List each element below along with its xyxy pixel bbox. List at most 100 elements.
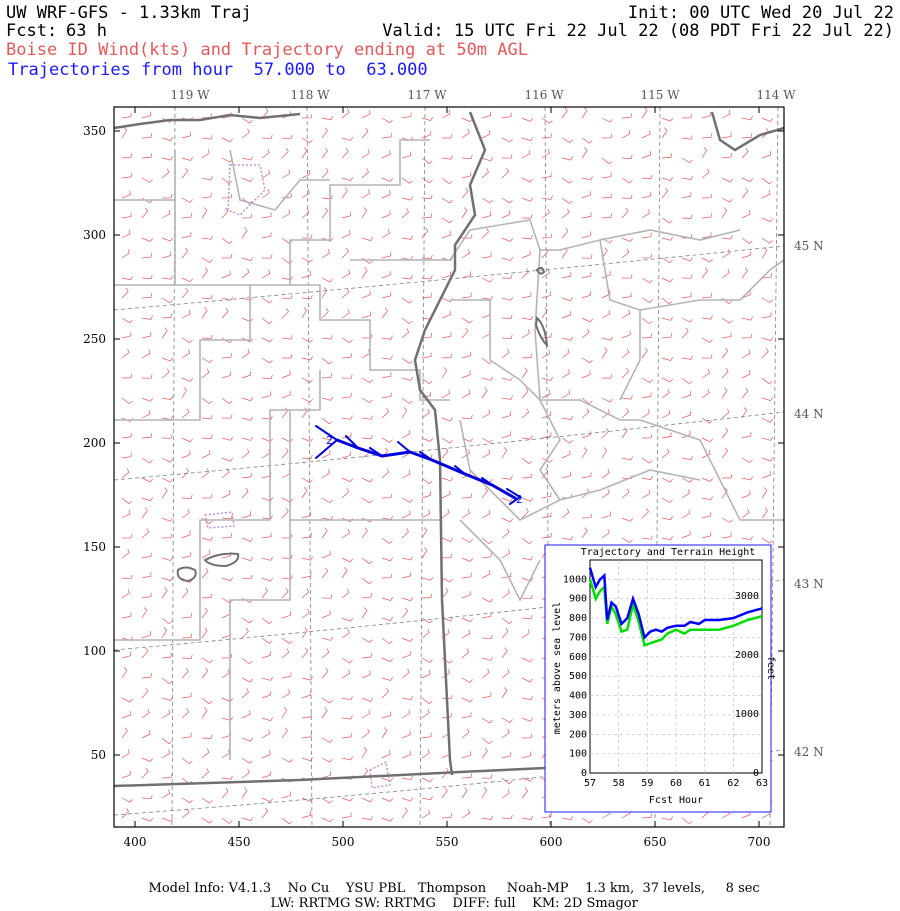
wind-barb xyxy=(541,332,552,339)
wind-barb xyxy=(741,508,750,519)
wind-barb xyxy=(421,408,430,419)
wind-barb xyxy=(421,576,434,581)
wind-barb xyxy=(481,668,490,679)
wind-barb xyxy=(481,211,492,219)
wind-barb xyxy=(701,193,713,199)
trajectory-line[interactable] xyxy=(335,438,517,500)
wind-barb xyxy=(361,290,371,299)
wind-barb xyxy=(361,593,372,599)
wind-barb xyxy=(321,195,333,200)
wind-barb xyxy=(241,268,250,279)
wind-barb xyxy=(521,329,530,339)
wind-barb xyxy=(281,611,291,619)
wind-barb xyxy=(661,816,674,821)
wind-barb xyxy=(281,169,291,179)
plot-subtitle: Boise ID Wind(kts) and Trajectory ending… xyxy=(6,40,528,60)
terrain-inset: Trajectory and Terrain Height 0 100 200 300… xyxy=(544,544,776,813)
wind-barb xyxy=(481,774,493,779)
inset-y-tick-label: 800 xyxy=(569,613,587,624)
county-border xyxy=(229,410,291,760)
wind-barb xyxy=(341,628,350,639)
wind-barb xyxy=(301,556,314,561)
wind-barb xyxy=(761,273,773,279)
state-border-north xyxy=(113,112,301,130)
wind-barb xyxy=(621,292,632,299)
wind-barb xyxy=(221,577,233,582)
wind-barb xyxy=(181,167,189,179)
wind-barb xyxy=(541,307,548,319)
wind-barb xyxy=(581,254,593,259)
model-info-physics: LW: RRTMG SW: RRTMG DIFF: full KM: 2D Sm… xyxy=(270,896,638,911)
wind-barb xyxy=(501,517,513,523)
wind-barb xyxy=(761,397,773,402)
wind-barb xyxy=(521,117,534,122)
wind-barb xyxy=(541,512,552,519)
wind-barb xyxy=(741,316,754,321)
meridian-117w xyxy=(419,106,426,828)
wind-barb xyxy=(461,572,472,579)
wind-barb xyxy=(241,371,251,379)
parallel-44n xyxy=(113,411,785,481)
wind-barb xyxy=(301,307,308,319)
wind-barb xyxy=(201,468,210,479)
wind-barb xyxy=(181,349,191,359)
wind-barb xyxy=(501,137,513,143)
wind-barb xyxy=(461,370,471,379)
forecast-label: Fcst: xyxy=(6,21,58,41)
inset-ylabel-meters: meters above sea level xyxy=(552,602,563,734)
wind-barb xyxy=(621,395,633,400)
wind-barb xyxy=(521,292,532,299)
wind-barb xyxy=(681,817,693,825)
wind-barb xyxy=(441,217,453,224)
wind-barb xyxy=(501,334,513,340)
wind-barb xyxy=(161,709,171,719)
wind-barb xyxy=(741,431,752,439)
wind-barb xyxy=(321,147,328,159)
wind-barb xyxy=(581,357,593,364)
wind-barb xyxy=(441,813,453,819)
latitude-label: 45 N xyxy=(794,239,824,253)
wind-barb xyxy=(521,367,528,379)
wind-barb xyxy=(381,493,393,499)
wind-barb xyxy=(361,747,368,759)
wind-barb xyxy=(601,193,613,199)
wind-barb xyxy=(461,677,473,683)
wind-barb xyxy=(401,696,413,701)
wind-barb xyxy=(401,357,413,364)
x-tick-label: 550 xyxy=(436,835,459,849)
wind-barb xyxy=(661,217,673,224)
wind-barb xyxy=(141,687,149,699)
wind-barb xyxy=(301,257,313,263)
wind-barb xyxy=(181,808,190,819)
wind-barb xyxy=(381,291,392,299)
wind-barb xyxy=(301,811,311,819)
wind-barb xyxy=(701,133,713,139)
wind-barb xyxy=(401,709,411,719)
wind-barb xyxy=(681,530,691,539)
wind-barb xyxy=(561,389,571,399)
wind-barb xyxy=(301,234,313,239)
wind-barb xyxy=(341,177,353,182)
wind-barb xyxy=(241,197,253,205)
trajectory-path[interactable] xyxy=(315,425,521,505)
wind-barb xyxy=(381,557,393,562)
wind-barb xyxy=(721,177,733,183)
inset-y-tick-label: 1000 xyxy=(563,574,587,585)
wind-barb xyxy=(381,270,391,279)
wind-barb xyxy=(501,549,511,559)
inset-feet-ticks: 0 1000 2000 3000 xyxy=(735,591,759,779)
inset-feet-tick-label: 0 xyxy=(753,768,759,779)
wind-barb xyxy=(581,527,588,539)
wind-barb xyxy=(621,129,631,139)
wind-barb xyxy=(441,537,454,542)
wind-barb xyxy=(761,436,774,441)
wind-barb xyxy=(321,771,331,779)
wind-barb xyxy=(641,253,653,259)
wind-barb xyxy=(521,594,533,600)
wind-barb xyxy=(161,587,168,599)
wind-barb xyxy=(701,212,712,219)
wind-barb xyxy=(181,131,192,139)
y-tick-label: 150 xyxy=(83,540,106,554)
wind-barb xyxy=(541,233,553,239)
